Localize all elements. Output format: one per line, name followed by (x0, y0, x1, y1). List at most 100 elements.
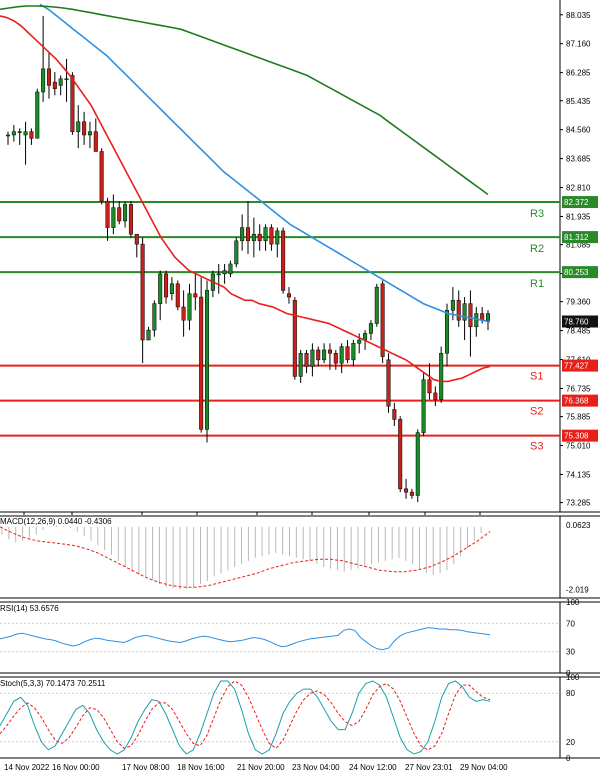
candle-body (374, 286, 379, 324)
level-price-box (562, 429, 598, 442)
candle-body (216, 273, 221, 276)
candle-body (392, 409, 397, 420)
candle-body (333, 353, 338, 364)
candle-body (298, 353, 303, 377)
price-y-tick-label: 75.010 (566, 442, 591, 451)
candle-body (228, 263, 233, 275)
candle-body (462, 303, 467, 321)
stoch-y-tick-label: 20 (566, 738, 575, 747)
candle-body (193, 293, 198, 298)
candle-body (140, 243, 145, 341)
candle-body (29, 131, 34, 139)
price-y-tick-label: 84.560 (566, 126, 591, 135)
candle-body (240, 227, 245, 242)
price-y-tick-label: 75.885 (566, 413, 591, 422)
candle-body (5, 134, 11, 137)
price-y-tick-label: 86.285 (566, 69, 591, 78)
level-label-s2: S2 (530, 406, 543, 418)
rsi-y-tick-label: 30 (566, 648, 575, 657)
candle-body (23, 131, 28, 136)
candle-body (281, 230, 286, 291)
candle-body (368, 323, 373, 334)
candle-body (76, 121, 81, 132)
candle-body (199, 296, 204, 430)
level-price-box (562, 359, 598, 372)
stoch-y-tick-label: 80 (566, 689, 575, 698)
x-axis-tick-label: 24 Nov 12:00 (349, 763, 397, 772)
x-axis-tick-label: 17 Nov 08:00 (122, 763, 170, 772)
candle-body (35, 91, 40, 139)
macd-label: MACD(12,26,9) 0.0440 -0.4306 (0, 517, 112, 526)
x-axis-tick-label: 27 Nov 23:01 (405, 763, 453, 772)
level-label-s3: S3 (530, 441, 543, 453)
candle-body (245, 227, 251, 242)
candle-body (93, 131, 98, 152)
candle-body (134, 233, 139, 245)
last-price-box (562, 315, 598, 328)
candle-body (222, 270, 227, 275)
price-y-tick-label: 88.035 (566, 11, 591, 20)
candle-body (234, 240, 239, 265)
candle-body (164, 273, 169, 298)
candle-body (415, 432, 420, 496)
candle-body (409, 491, 414, 496)
candle-body (17, 131, 22, 133)
macd-panel: 0.0623 -2.019 (0, 515, 600, 599)
macd-y-tick-label: -2.019 (566, 585, 589, 594)
level-price-label: 82.372 (564, 198, 589, 207)
candle-body (11, 131, 16, 136)
price-y-tick-label: 73.285 (566, 499, 591, 508)
x-axis-tick-label: 14 Nov 2022 (4, 763, 50, 772)
candle-body (445, 310, 450, 354)
ma-red-line (0, 15, 491, 383)
candle-body (404, 488, 409, 493)
level-price-label: 80.253 (564, 268, 589, 277)
candle-body (187, 293, 192, 321)
candle-body (351, 343, 356, 361)
price-y-tick-label: 81.935 (566, 213, 591, 222)
candle-body (146, 329, 151, 341)
candle-body (398, 419, 403, 490)
stoch-label: Stoch(5,3,3) 70.1473 70.2511 (0, 679, 106, 688)
stoch-y-tick-label: 100 (566, 673, 580, 682)
x-axis-tick-label: 29 Nov 04:00 (460, 763, 508, 772)
candle-body (345, 346, 350, 361)
candle-body (310, 349, 315, 367)
candle-body (357, 339, 362, 344)
candle-body (64, 78, 69, 81)
candle-body (386, 359, 391, 407)
candle-body (439, 353, 444, 400)
candle-body (123, 204, 128, 222)
candle-body (304, 353, 309, 367)
price-y-tick-label: 85.435 (566, 97, 591, 106)
candle-body (152, 303, 157, 331)
level-label-r1: R1 (530, 278, 544, 290)
ma-blue-line (39, 3, 491, 323)
price-y-tick-label: 78.485 (566, 327, 591, 336)
candle-body (99, 151, 104, 202)
candle-body (158, 273, 163, 304)
level-price-label: 76.368 (564, 397, 589, 406)
stoch-y-tick-label: 0 (566, 754, 571, 763)
candle-body (52, 81, 57, 89)
candle-body (450, 300, 455, 311)
candle-body (316, 349, 321, 361)
candle-body (263, 227, 268, 242)
candle-body (380, 283, 385, 357)
price-y-tick-label: 87.160 (566, 40, 591, 49)
rsi-label: RSI(14) 53.6576 (0, 604, 59, 613)
candle-body (269, 227, 274, 245)
candle-body (175, 283, 180, 308)
macd-signal-line (0, 526, 491, 588)
candle-body (41, 68, 46, 93)
rsi-y-tick-label: 100 (566, 598, 580, 607)
candle-body (128, 204, 133, 235)
candle-body (474, 313, 479, 328)
level-price-box (562, 394, 598, 407)
candle-body (339, 346, 344, 364)
candle-body (87, 131, 92, 136)
candle-body (111, 207, 116, 228)
candle-body (46, 68, 51, 86)
